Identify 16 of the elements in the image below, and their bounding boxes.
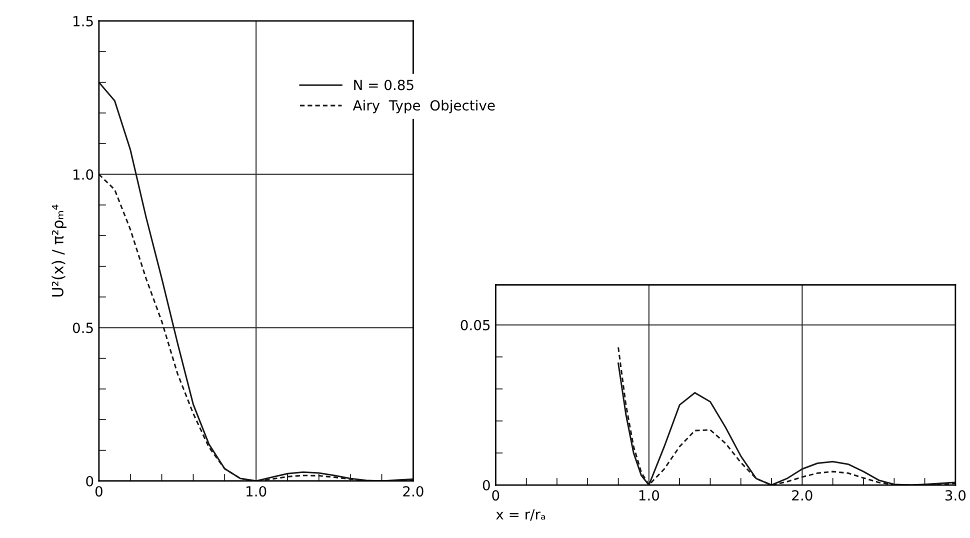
- y-axis-title: U²(x) / π²ρₘ⁴: [52, 204, 66, 297]
- y-tick-label: 0: [86, 476, 94, 486]
- y-tick-label: 1.0: [74, 169, 94, 180]
- y-tick-label: 0.05: [460, 320, 490, 330]
- y-tick-label: 1.5: [74, 16, 93, 26]
- x-tick-label: 0: [95, 486, 102, 497]
- legend-label: N = 0.85: [354, 80, 414, 90]
- x-tick-label: 1.0: [246, 486, 266, 497]
- x-axis-title: x = r/rₐ: [496, 509, 546, 521]
- x-tick-label: 2.0: [403, 486, 424, 497]
- x-tick-label: 1.0: [639, 490, 660, 501]
- legend-label: Airy Type Objective: [352, 100, 495, 114]
- x-tick-label: 2.0: [792, 490, 812, 501]
- x-tick-label: 0: [492, 490, 500, 501]
- y-tick-label: 0.5: [72, 322, 93, 334]
- x-tick-label: 3.0: [945, 490, 966, 501]
